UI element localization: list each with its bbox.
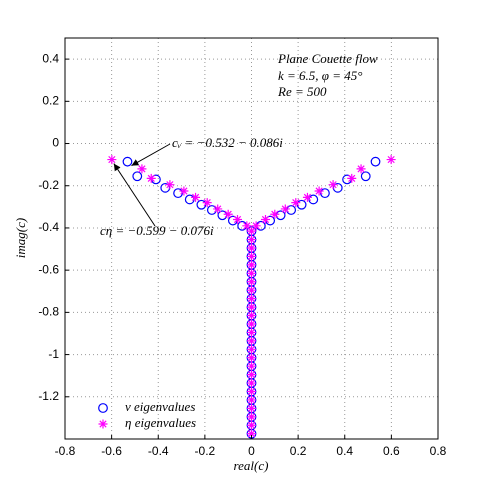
star-point (202, 198, 212, 208)
star-point (386, 155, 396, 165)
star-point (146, 173, 156, 183)
star-point (280, 204, 290, 214)
y-tick-label: -1 (48, 347, 59, 361)
title-line: Re = 500 (277, 84, 327, 99)
star-point (165, 180, 175, 190)
star-point (314, 186, 324, 196)
star-point (247, 412, 256, 422)
star-point (247, 420, 256, 430)
star-point (98, 419, 108, 429)
star-point (247, 311, 256, 321)
annotation: cη = −0.599 − 0.076i (100, 223, 214, 238)
marks (107, 155, 396, 439)
star-point (242, 221, 252, 231)
star-point (247, 403, 256, 413)
star-point (233, 215, 243, 225)
star-point (247, 387, 256, 397)
star-point (247, 243, 256, 253)
star-point (179, 186, 189, 196)
star-point (247, 336, 256, 346)
x-tick-label: -0.6 (101, 444, 122, 458)
y-tick-label: 0 (52, 136, 59, 150)
star-point (247, 260, 256, 270)
x-tick-label: -0.8 (55, 444, 76, 458)
x-tick-label: 0 (248, 444, 255, 458)
star-point (247, 395, 256, 405)
y-tick-label: -0.2 (38, 178, 59, 192)
star-point (247, 353, 256, 363)
circle-point (370, 156, 381, 167)
star-point (247, 370, 256, 380)
legend-label: v eigenvalues (125, 399, 195, 414)
annotation-arrow (131, 143, 171, 167)
y-tick-label: -0.4 (38, 220, 59, 234)
star-point (247, 268, 256, 278)
star-point (328, 180, 338, 190)
star-point (107, 155, 117, 165)
star-point (213, 204, 223, 214)
y-tick-label: -0.8 (38, 305, 59, 319)
y-tick-label: 0.2 (42, 93, 59, 107)
y-tick-label: -0.6 (38, 262, 59, 276)
star-point (247, 327, 256, 337)
star-point (137, 164, 147, 174)
legend-label: η eigenvalues (125, 415, 196, 430)
star-point (260, 215, 270, 225)
star-point (191, 192, 201, 202)
y-tick-label: -1.2 (38, 389, 59, 403)
x-tick-label: 0.4 (336, 444, 353, 458)
star-point (247, 344, 256, 354)
annotation: cᵥ = −0.532 − 0.086i (172, 135, 283, 150)
star-point (247, 378, 256, 388)
circle-point (360, 171, 371, 182)
star-point (347, 173, 357, 183)
x-tick-label: 0.2 (290, 444, 307, 458)
star-point (247, 277, 256, 287)
star-point (223, 209, 233, 219)
star-point (247, 319, 256, 329)
star-point (247, 302, 256, 312)
x-axis-label: real(c) (234, 458, 269, 473)
star-point (247, 251, 256, 261)
star-point (247, 226, 256, 236)
x-tick-label: 0.6 (383, 444, 400, 458)
star-point (291, 198, 301, 208)
title-line: Plane Couette flow (277, 51, 378, 66)
circle-point (132, 171, 143, 182)
title-line: k = 6.5, φ = 45° (278, 68, 362, 83)
star-point (251, 221, 261, 231)
star-point (247, 429, 256, 439)
star-point (247, 235, 256, 245)
annotation-arrow (113, 163, 156, 227)
y-tick-label: 0.4 (42, 51, 59, 65)
x-tick-label: -0.4 (148, 444, 169, 458)
y-axis-label: imag(c) (13, 218, 28, 258)
circle-point (98, 403, 108, 413)
star-point (247, 361, 256, 371)
star-point (247, 285, 256, 295)
x-tick-label: -0.2 (195, 444, 216, 458)
star-point (302, 192, 312, 202)
star-point (247, 294, 256, 304)
star-point (270, 209, 280, 219)
star-point (356, 164, 366, 174)
x-tick-label: 0.8 (430, 444, 447, 458)
